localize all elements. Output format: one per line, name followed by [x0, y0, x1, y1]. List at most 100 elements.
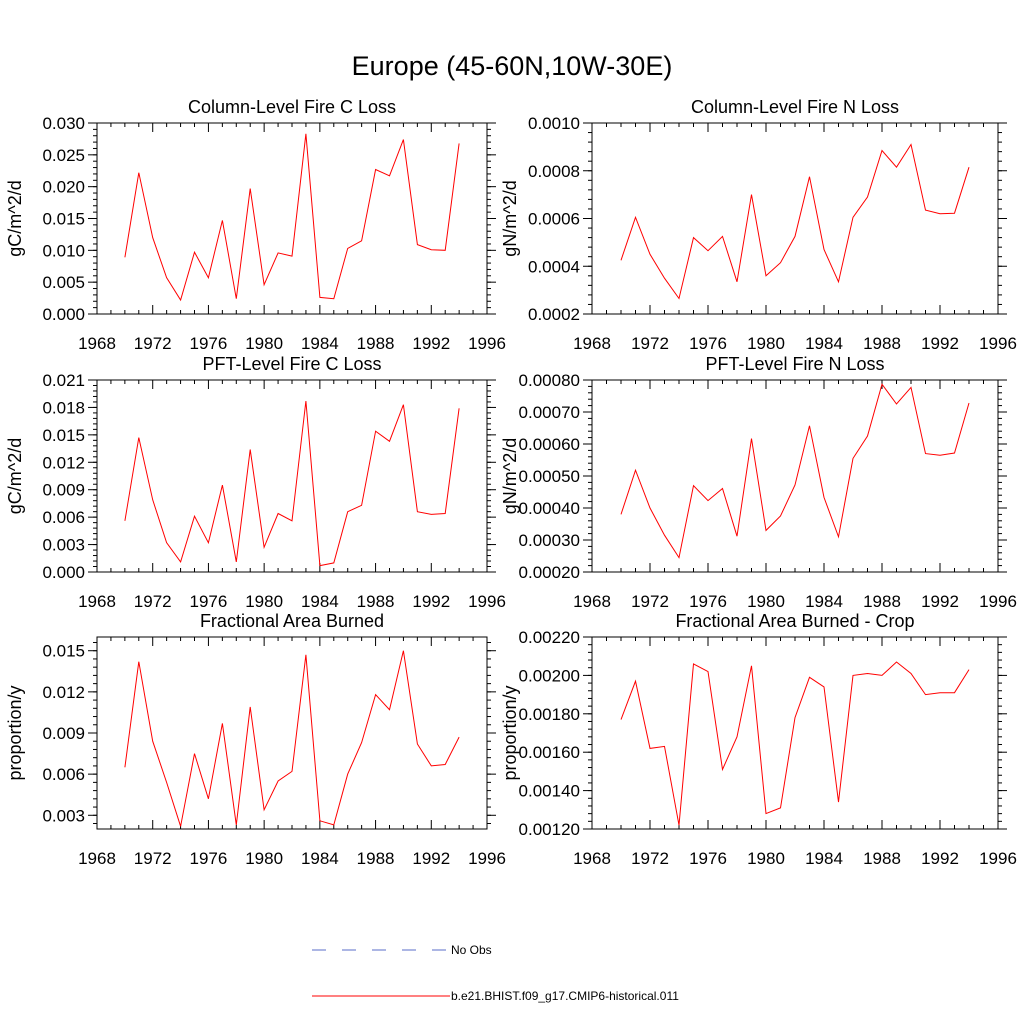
x-tick-label: 1980	[747, 592, 785, 611]
panel-col-fire-c: Column-Level Fire C Loss gC/m^2/d 1968 1972…	[5, 97, 506, 353]
panel-title: Fractional Area Burned	[200, 611, 384, 631]
x-tick-label: 1992	[412, 849, 450, 868]
y-tick-label: 0.0004	[528, 257, 580, 276]
x-tick-label: 1968	[573, 334, 611, 353]
x-tick-label: 1988	[357, 334, 395, 353]
y-tick-label: 0.025	[42, 146, 85, 165]
x-tick-label: 1980	[245, 849, 283, 868]
legend: No Obs b.e21.BHIST.f09_g17.CMIP6-histori…	[312, 943, 679, 1003]
x-tick-label: 1968	[78, 592, 116, 611]
y-tick-label: 0.003	[42, 806, 85, 825]
y-axis-label: gN/m^2/d	[500, 180, 520, 256]
y-tick-label: 0.00140	[519, 782, 580, 801]
x-tick-label: 1984	[805, 592, 843, 611]
y-axis-label: gN/m^2/d	[500, 438, 520, 514]
series-line	[620, 143, 970, 300]
y-tick-label: 0.00080	[519, 371, 580, 390]
y-tick-label: 0.012	[42, 683, 85, 702]
x-tick-label: 1976	[689, 592, 727, 611]
y-tick-label: 0.00070	[519, 403, 580, 422]
page-title: Europe (45-60N,10W-30E)	[352, 51, 673, 81]
x-tick-label: 1976	[190, 334, 228, 353]
x-tick-label: 1984	[301, 849, 339, 868]
plot-frame	[96, 379, 488, 573]
x-tick-label: 1992	[412, 334, 450, 353]
panel-pft-fire-c: PFT-Level Fire C Loss gC/m^2/d 1968 1972 197…	[5, 354, 506, 611]
x-tick-label: 1980	[245, 592, 283, 611]
x-tick-label: 1988	[863, 592, 901, 611]
y-tick-label: 0.0010	[528, 114, 580, 133]
x-tick-label: 1984	[805, 849, 843, 868]
y-axis-label: gC/m^2/d	[5, 180, 25, 256]
panel-area-burned-crop: Fractional Area Burned - Crop proportion/…	[500, 611, 1017, 868]
y-tick-label: 0.00200	[519, 666, 580, 685]
series-line	[124, 650, 460, 827]
plot-frame	[96, 636, 488, 830]
y-tick-label: 0.009	[42, 724, 85, 743]
x-tick-label: 1976	[689, 849, 727, 868]
y-tick-label: 0.003	[42, 536, 85, 555]
panel-title: Column-Level Fire C Loss	[188, 97, 396, 117]
series-line	[124, 400, 460, 567]
y-tick-label: 0.00040	[519, 499, 580, 518]
x-tick-label: 1972	[631, 592, 669, 611]
y-tick-label: 0.009	[42, 481, 85, 500]
y-tick-label: 0.006	[42, 508, 85, 527]
x-tick-label: 1996	[468, 334, 506, 353]
x-tick-label: 1988	[357, 849, 395, 868]
y-axis-label: gC/m^2/d	[5, 438, 25, 514]
x-tick-label: 1972	[631, 849, 669, 868]
y-tick-label: 0.021	[42, 371, 85, 390]
x-tick-label: 1988	[863, 849, 901, 868]
y-tick-label: 0.00020	[519, 563, 580, 582]
x-tick-label: 1972	[134, 849, 172, 868]
y-tick-label: 0.020	[42, 178, 85, 197]
panels: Column-Level Fire C Loss gC/m^2/d 1968 1972…	[5, 97, 1017, 868]
y-tick-label: 0.00050	[519, 467, 580, 486]
panel-col-fire-n: Column-Level Fire N Loss gN/m^2/d 1968 1972…	[500, 97, 1017, 353]
x-tick-label: 1988	[863, 334, 901, 353]
y-tick-label: 0.010	[42, 241, 85, 260]
x-tick-label: 1976	[190, 592, 228, 611]
series-line	[620, 383, 970, 559]
x-tick-label: 1968	[573, 592, 611, 611]
plot-frame	[591, 379, 999, 573]
y-tick-label: 0.015	[42, 426, 85, 445]
legend-model-label: b.e21.BHIST.f09_g17.CMIP6-historical.011	[451, 989, 679, 1003]
x-tick-label: 1988	[357, 592, 395, 611]
x-tick-label: 1972	[631, 334, 669, 353]
y-tick-label: 0.00120	[519, 820, 580, 839]
x-tick-label: 1996	[468, 849, 506, 868]
y-tick-label: 0.030	[42, 114, 85, 133]
x-tick-label: 1968	[573, 849, 611, 868]
x-tick-label: 1996	[979, 849, 1017, 868]
y-tick-label: 0.00030	[519, 531, 580, 550]
x-tick-label: 1992	[921, 849, 959, 868]
y-tick-label: 0.015	[42, 210, 85, 229]
plot-frame	[591, 122, 999, 315]
y-tick-label: 0.0008	[528, 162, 580, 181]
panel-pft-fire-n: PFT-Level Fire N Loss gN/m^2/d 1968 1972 197…	[500, 354, 1017, 611]
y-tick-label: 0.000	[42, 305, 85, 324]
y-tick-label: 0.005	[42, 273, 85, 292]
series-line	[124, 133, 460, 302]
y-tick-label: 0.00220	[519, 628, 580, 647]
x-tick-label: 1996	[468, 592, 506, 611]
x-tick-label: 1996	[979, 592, 1017, 611]
x-tick-label: 1976	[689, 334, 727, 353]
y-tick-label: 0.006	[42, 765, 85, 784]
y-tick-label: 0.012	[42, 453, 85, 472]
legend-obs-label: No Obs	[451, 943, 492, 957]
y-axis-label: proportion/y	[5, 685, 25, 780]
x-tick-label: 1984	[301, 334, 339, 353]
panel-title: PFT-Level Fire N Loss	[705, 354, 884, 374]
y-tick-label: 0.0002	[528, 305, 580, 324]
x-tick-label: 1968	[78, 334, 116, 353]
series-line	[620, 661, 970, 826]
panel-area-burned: Fractional Area Burned proportion/y 1968 19…	[5, 611, 506, 868]
y-tick-label: 0.018	[42, 398, 85, 417]
panel-title: Fractional Area Burned - Crop	[675, 611, 914, 631]
x-tick-label: 1992	[921, 334, 959, 353]
y-tick-label: 0.00180	[519, 705, 580, 724]
